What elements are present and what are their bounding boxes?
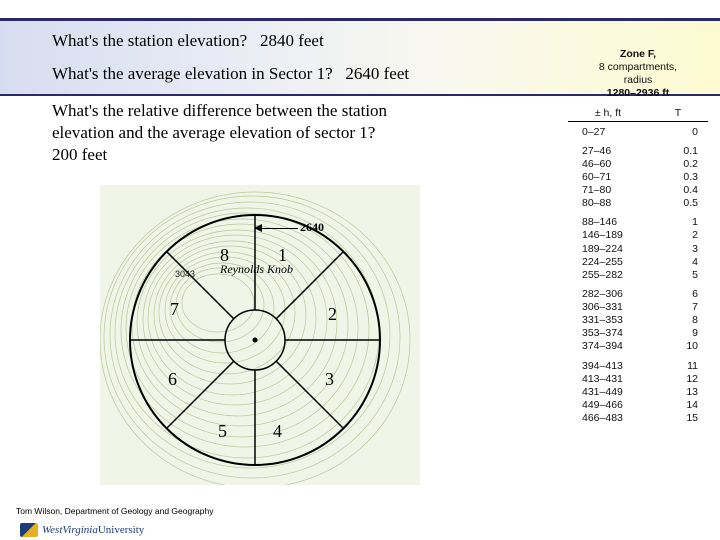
t-value: 7 [692,301,698,314]
table-row: 146–189 2 [568,229,708,242]
table-row: 27–46 0.1 [568,145,708,158]
h-range: 88–146 [582,216,617,229]
table-row: 449–466 14 [568,399,708,412]
h-range: 27–46 [582,145,611,158]
table-row: 353–374 9 [568,327,708,340]
t-value: 14 [686,399,698,412]
h-range: 331–353 [582,314,623,327]
t-value: 5 [692,269,698,282]
question-3: What's the relative difference between t… [52,100,422,166]
table-row: 466–483 15 [568,412,708,425]
q3-prompt: What's the relative difference between t… [52,101,387,142]
t-value: 0.1 [683,145,698,158]
q1-prompt: What's the station elevation? [52,31,247,50]
zone-f-table: Zone F, 8 compartments, radius 1280–2936… [568,48,708,425]
table-row: 374–394 10 [568,340,708,353]
t-value: 1 [692,216,698,229]
sector-6: 6 [168,369,177,389]
t-value: 0.5 [683,197,698,210]
h-range: 0–27 [582,126,605,139]
wvu-logo-icon [20,523,38,537]
sector-3: 3 [325,369,334,389]
t-value: 13 [686,386,698,399]
h-range: 431–449 [582,386,623,399]
table-row: 394–413 11 [568,360,708,373]
zone-title-1: Zone F, [568,48,708,61]
h-range: 71–80 [582,184,611,197]
table-row: 189–224 3 [568,243,708,256]
t-value: 3 [692,243,698,256]
arrow-line [258,228,298,229]
col-h: ± h, ft [595,107,621,119]
table-row: 224–255 4 [568,256,708,269]
sector-7: 7 [170,299,179,319]
h-range: 374–394 [582,340,623,353]
footer-attribution: Tom Wilson, Department of Geology and Ge… [16,506,214,516]
zone-title-3: radius [568,74,708,87]
h-range: 466–483 [582,412,623,425]
h-range: 80–88 [582,197,611,210]
h-range: 60–71 [582,171,611,184]
t-value: 15 [686,412,698,425]
arrow-label: 2640 [300,220,324,235]
t-value: 6 [692,288,698,301]
q1-answer: 2840 feet [260,31,324,50]
table-row: 88–146 1 [568,216,708,229]
table-row: 306–331 7 [568,301,708,314]
table-row: 413–431 12 [568,373,708,386]
zone-col-headers: ± h, ft T [568,107,708,122]
t-value: 0.4 [683,184,698,197]
table-row: 60–71 0.3 [568,171,708,184]
q3-answer: 200 feet [52,145,107,164]
question-2: What's the average elevation in Sector 1… [52,63,409,85]
sector-5: 5 [218,421,227,441]
table-row: 255–282 5 [568,269,708,282]
table-row: 331–353 8 [568,314,708,327]
h-range: 306–331 [582,301,623,314]
h-range: 353–374 [582,327,623,340]
h-range: 224–255 [582,256,623,269]
sector-4: 4 [273,421,282,441]
h-range: 255–282 [582,269,623,282]
h-range: 46–60 [582,158,611,171]
question-1: What's the station elevation? 2840 feet [52,30,324,52]
t-value: 4 [692,256,698,269]
table-row: 431–449 13 [568,386,708,399]
t-value: 9 [692,327,698,340]
table-row: 71–80 0.4 [568,184,708,197]
t-value: 11 [687,360,698,373]
t-value: 0.3 [683,171,698,184]
t-value: 2 [692,229,698,242]
arrow-head-icon [254,224,262,232]
t-value: 0.2 [683,158,698,171]
t-value: 8 [692,314,698,327]
q2-prompt: What's the average elevation in Sector 1… [52,64,333,83]
table-row: 80–88 0.5 [568,197,708,210]
h-range: 189–224 [582,243,623,256]
table-row: 46–60 0.2 [568,158,708,171]
h-range: 282–306 [582,288,623,301]
t-value: 10 [686,340,698,353]
q2-answer: 2640 feet [345,64,409,83]
table-row: 0–27 0 [568,126,708,139]
zone-title-2: 8 compartments, [568,61,708,74]
zone-rows: 0–27027–460.146–600.260–710.371–800.480–… [568,126,708,426]
knob-label: Reynolds Knob [219,262,293,276]
t-value: 0 [692,126,698,139]
h-range: 146–189 [582,229,623,242]
sector-2: 2 [328,304,337,324]
table-row: 282–306 6 [568,288,708,301]
h-range: 413–431 [582,373,623,386]
col-t: T [675,107,681,119]
elev-label: 3043 [175,269,195,279]
h-range: 449–466 [582,399,623,412]
t-value: 12 [686,373,698,386]
zone-title-4: 1280–2936 ft [568,87,708,100]
h-range: 394–413 [582,360,623,373]
zone-header: Zone F, 8 compartments, radius 1280–2936… [568,48,708,101]
wvu-logo-text: WestVirginiaUniversity [42,524,144,536]
